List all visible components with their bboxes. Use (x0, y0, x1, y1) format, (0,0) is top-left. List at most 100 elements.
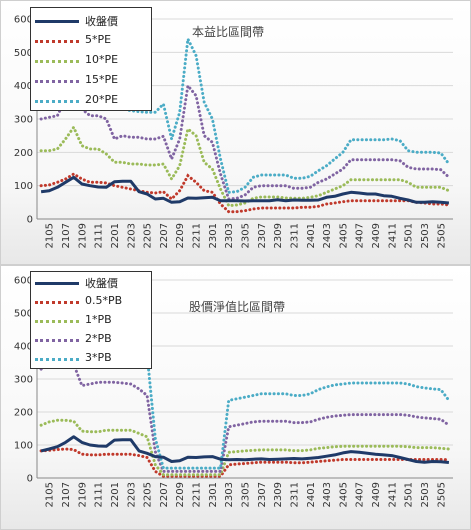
legend-swatch (35, 80, 79, 83)
legend-swatch (35, 100, 79, 103)
y-tick-label: 300 (14, 115, 33, 126)
x-tick-label: 2211 (192, 482, 203, 507)
series-line-1 (39, 172, 451, 214)
x-tick-label: 2505 (436, 223, 447, 248)
series-line-3 (39, 359, 451, 473)
x-tick-label: 2503 (420, 223, 431, 248)
x-tick-label: 2307 (257, 482, 268, 507)
x-tick-label: 2207 (159, 223, 170, 248)
x-tick-label: 2301 (208, 223, 219, 248)
y-tick-label: 500 (14, 48, 33, 59)
legend-label: 收盤價 (85, 15, 118, 28)
x-tick-label: 2505 (436, 482, 447, 507)
series-line-2 (39, 418, 451, 477)
y-tick-label: 0 (27, 215, 33, 226)
y-tick-label: 400 (14, 342, 33, 353)
legend-swatch (35, 301, 79, 304)
legend-item: 20*PE (31, 92, 151, 110)
legend-label: 15*PE (85, 73, 119, 86)
series-line-3 (39, 78, 451, 201)
x-tick-label: 2203 (126, 223, 137, 248)
x-tick-label: 2209 (175, 482, 186, 507)
y-tick-label: 600 (14, 15, 33, 26)
x-tick-label: 2311 (289, 223, 300, 248)
x-tick-label: 2403 (322, 223, 333, 248)
y-tick-label: 600 (14, 276, 33, 287)
legend-label: 2*PB (85, 332, 112, 345)
legend-swatch (35, 40, 79, 43)
x-tick-label: 2105 (45, 482, 56, 507)
y-tick-label: 200 (14, 408, 33, 419)
x-tick-label: 2107 (61, 223, 72, 248)
x-tick-label: 2207 (159, 482, 170, 507)
x-tick-label: 2305 (241, 482, 252, 507)
x-tick-label: 2409 (371, 482, 382, 507)
x-tick-label: 2405 (338, 482, 349, 507)
x-tick-label: 2205 (143, 482, 154, 507)
legend-label: 5*PE (85, 33, 112, 46)
legend-item: 2*PB (31, 331, 151, 349)
x-tick-label: 2309 (273, 482, 284, 507)
x-tick-label: 2401 (306, 223, 317, 248)
pb-chart-legend: 收盤價 0.5*PB 1*PB 2*PB 3*PB (30, 271, 152, 369)
x-tick-label: 2407 (355, 482, 366, 507)
legend-item: 1*PB (31, 312, 151, 330)
series-line-0 (40, 435, 450, 464)
legend-label: 1*PB (85, 313, 112, 326)
legend-item: 收盤價 (31, 274, 151, 292)
x-tick-label: 2401 (306, 482, 317, 507)
legend-swatch (35, 339, 79, 342)
pe-band-chart: 0 100 200 300 400 500 600 2105 2107 2109 2111 2201 2… (0, 0, 471, 265)
x-tick-label: 2503 (420, 482, 431, 507)
x-tick-label: 2303 (224, 482, 235, 507)
x-tick-label: 2411 (387, 223, 398, 248)
series-line-2 (39, 124, 451, 208)
series-line-0 (40, 175, 450, 205)
x-tick-label: 2501 (404, 223, 415, 248)
y-tick-label: 100 (14, 181, 33, 192)
x-tick-label: 2301 (208, 482, 219, 507)
chart-title: 本益比區間帶 (192, 25, 264, 39)
x-tick-label: 2305 (241, 223, 252, 248)
legend-item: 5*PE (31, 32, 151, 50)
x-tick-label: 2501 (404, 482, 415, 507)
pe-chart-legend: 收盤價 5*PE 10*PE 15*PE 20*PE (30, 7, 152, 111)
x-tick-label: 2403 (322, 482, 333, 507)
x-tick-label: 2109 (77, 482, 88, 507)
y-tick-label: 300 (14, 375, 33, 386)
legend-item: 10*PE (31, 52, 151, 70)
legend-item: 0.5*PB (31, 293, 151, 311)
pb-band-chart: 0 100 200 300 400 500 600 2105 2107 2109 2111 2201 2… (0, 265, 471, 530)
x-tick-label: 2209 (175, 223, 186, 248)
x-tick-label: 2111 (94, 482, 105, 507)
legend-label: 10*PE (85, 53, 119, 66)
x-tick-label: 2405 (338, 223, 349, 248)
legend-label: 3*PB (85, 351, 112, 364)
x-tick-label: 2407 (355, 223, 366, 248)
legend-swatch (35, 60, 79, 63)
x-tick-label: 2205 (143, 223, 154, 248)
y-tick-label: 500 (14, 309, 33, 320)
pb-chart-svg: 0 100 200 300 400 500 600 2105 2107 2109 2111 2201 2… (14, 276, 453, 507)
legend-label: 20*PE (85, 93, 119, 106)
x-tick-label: 2307 (257, 223, 268, 248)
x-tick-label: 2309 (273, 223, 284, 248)
x-tick-label: 2203 (126, 482, 137, 507)
legend-swatch (35, 320, 79, 323)
x-tick-label: 2105 (45, 223, 56, 248)
x-tick-label: 2211 (192, 223, 203, 248)
y-tick-label: 100 (14, 441, 33, 452)
legend-item: 3*PB (31, 350, 151, 368)
series-line-1 (39, 447, 451, 478)
legend-item: 15*PE (31, 72, 151, 90)
x-tick-label: 2311 (289, 482, 300, 507)
x-tick-label: 2111 (94, 223, 105, 248)
x-tick-label: 2109 (77, 223, 88, 248)
y-tick-label: 200 (14, 148, 33, 159)
legend-label: 收盤價 (85, 277, 118, 290)
x-tick-label: 2303 (224, 223, 235, 248)
x-tick-label: 2409 (371, 223, 382, 248)
legend-swatch (35, 282, 79, 285)
x-tick-label: 2201 (110, 482, 121, 507)
y-tick-label: 0 (27, 474, 33, 485)
